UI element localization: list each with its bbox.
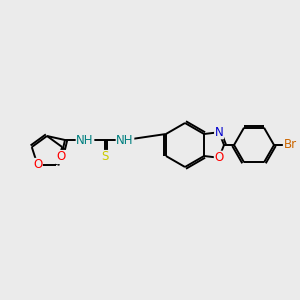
Text: NH: NH xyxy=(76,134,94,146)
Text: N: N xyxy=(214,126,224,139)
Text: NH: NH xyxy=(116,134,134,146)
Text: O: O xyxy=(214,151,224,164)
Text: O: O xyxy=(56,151,66,164)
Text: S: S xyxy=(101,151,109,164)
Text: Br: Br xyxy=(284,139,297,152)
Text: O: O xyxy=(33,158,42,171)
